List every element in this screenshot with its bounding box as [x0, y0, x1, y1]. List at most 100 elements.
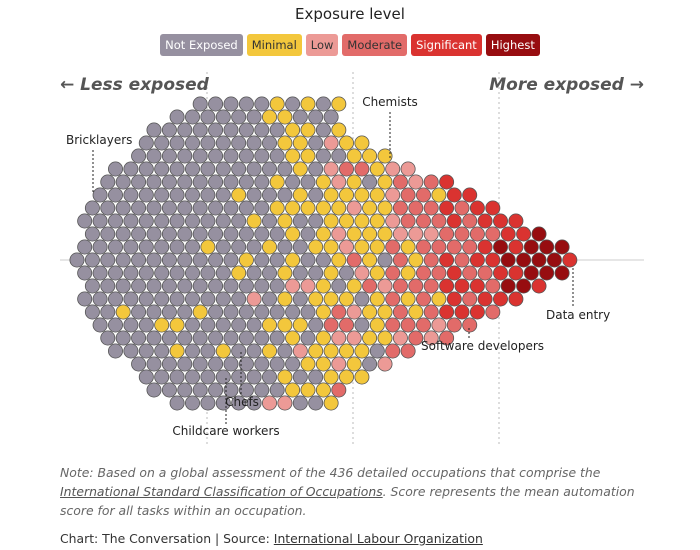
legend-item-highest[interactable]: Highest — [485, 34, 540, 56]
occupation-dot — [308, 187, 324, 203]
legend-item-moderate[interactable]: Moderate — [342, 34, 408, 56]
occupation-dot — [292, 161, 308, 177]
legend-item-significant[interactable]: Significant — [411, 34, 482, 56]
occupation-dot — [338, 135, 354, 151]
occupation-dot — [377, 278, 393, 294]
occupation-dot — [415, 213, 431, 229]
occupation-dot — [554, 265, 570, 281]
occupation-dot — [215, 291, 231, 307]
occupation-dot — [300, 304, 316, 320]
occupation-dot — [223, 96, 239, 112]
occupation-dot — [84, 252, 100, 268]
occupation-dot — [154, 187, 170, 203]
occupation-dot — [385, 187, 401, 203]
occupation-dot — [423, 330, 439, 346]
occupation-dot — [131, 148, 147, 164]
occupation-dot — [346, 252, 362, 268]
occupation-dot — [184, 109, 200, 125]
occupation-dot — [323, 109, 339, 125]
occupation-dot — [469, 252, 485, 268]
occupation-dot — [92, 239, 108, 255]
occupation-dot — [146, 330, 162, 346]
occupation-dot — [161, 382, 177, 398]
occupation-dot — [408, 200, 424, 216]
occupation-dot — [516, 252, 532, 268]
occupation-dot — [315, 304, 331, 320]
occupation-dot — [485, 278, 501, 294]
occupation-dot — [269, 122, 285, 138]
occupation-dot — [308, 239, 324, 255]
occupation-dot — [108, 161, 124, 177]
occupation-dot — [454, 200, 470, 216]
occupation-dot — [154, 135, 170, 151]
occupation-dot — [354, 135, 370, 151]
occupation-dot — [200, 343, 216, 359]
occupation-dot — [354, 291, 370, 307]
occupation-dot — [161, 226, 177, 242]
occupation-dot — [462, 187, 478, 203]
occupation-dot — [238, 96, 254, 112]
occupation-dot — [261, 265, 277, 281]
occupation-dot — [285, 174, 301, 190]
occupation-dot — [115, 200, 131, 216]
occupation-dot — [562, 252, 578, 268]
axis-label-more-exposed: More exposed → — [489, 75, 644, 95]
occupation-dot — [208, 252, 224, 268]
occupation-dot — [531, 278, 547, 294]
occupation-dot — [300, 122, 316, 138]
occupation-dot — [161, 148, 177, 164]
isco-link[interactable]: International Standard Classification of… — [60, 484, 383, 499]
occupation-dot — [254, 226, 270, 242]
occupation-dot — [431, 187, 447, 203]
occupation-dot — [400, 161, 416, 177]
ilo-link[interactable]: International Labour Organization — [273, 531, 483, 546]
occupation-dot — [246, 213, 262, 229]
occupation-dot — [184, 161, 200, 177]
occupation-dot — [138, 213, 154, 229]
legend-item-minimal[interactable]: Minimal — [246, 34, 302, 56]
occupation-dot — [177, 278, 193, 294]
legend-item-not-exposed[interactable]: Not Exposed — [160, 34, 243, 56]
occupation-dot — [231, 265, 247, 281]
occupation-dot — [223, 226, 239, 242]
occupation-dot — [246, 317, 262, 333]
occupation-dot — [492, 291, 508, 307]
occupation-dot — [169, 239, 185, 255]
occupation-dot — [323, 135, 339, 151]
occupation-dot — [431, 213, 447, 229]
occupation-dot — [469, 304, 485, 320]
occupation-dot — [277, 239, 293, 255]
occupation-dot — [161, 200, 177, 216]
occupation-dot — [285, 330, 301, 346]
occupation-dot — [469, 226, 485, 242]
legend-item-low[interactable]: Low — [305, 34, 339, 56]
occupation-dot — [300, 96, 316, 112]
occupation-dot — [462, 239, 478, 255]
occupation-dot — [192, 278, 208, 294]
occupation-dot — [300, 174, 316, 190]
occupation-dot — [392, 278, 408, 294]
occupation-dot — [238, 200, 254, 216]
occupation-dot — [323, 343, 339, 359]
occupation-dot — [423, 252, 439, 268]
occupation-dot — [354, 343, 370, 359]
occupation-dot — [400, 187, 416, 203]
occupation-dot — [354, 239, 370, 255]
occupation-dot — [200, 187, 216, 203]
occupation-dot — [192, 96, 208, 112]
occupation-dot — [523, 239, 539, 255]
occupation-dot — [108, 239, 124, 255]
occupation-dot — [485, 200, 501, 216]
occupation-dot — [423, 278, 439, 294]
occupation-dot — [408, 278, 424, 294]
occupation-dot — [369, 213, 385, 229]
occupation-dot — [331, 304, 347, 320]
occupation-dot — [200, 265, 216, 281]
occupation-dot — [238, 252, 254, 268]
occupation-dot — [331, 330, 347, 346]
occupation-dot — [77, 239, 93, 255]
occupation-dot — [146, 356, 162, 372]
occupation-dot — [400, 291, 416, 307]
occupation-dot — [285, 304, 301, 320]
occupation-dot — [431, 291, 447, 307]
